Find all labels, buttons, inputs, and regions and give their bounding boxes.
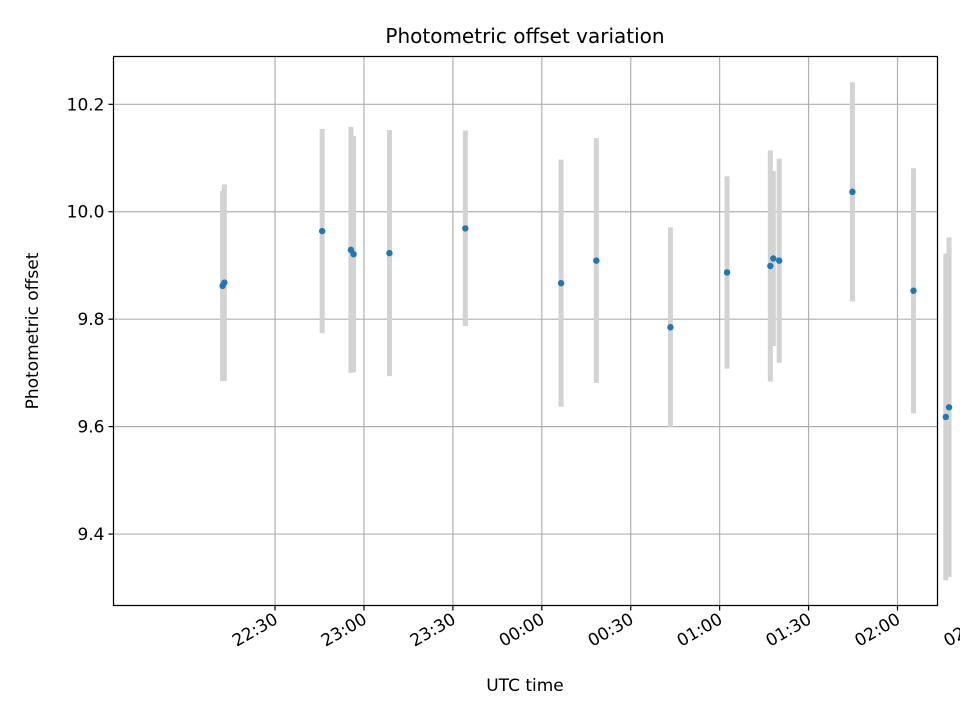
y-tick-label: 9.4 xyxy=(77,525,104,545)
y-tick-label: 10.0 xyxy=(67,203,105,223)
data-point xyxy=(849,188,856,196)
data-point xyxy=(945,404,953,411)
data-point xyxy=(667,324,674,331)
chart-title: Photometric offset variation xyxy=(385,24,664,48)
data-point xyxy=(593,257,600,264)
y-tick-label: 9.6 xyxy=(77,418,104,438)
data-point xyxy=(770,255,777,262)
y-axis-label: Photometric offset xyxy=(23,252,43,409)
data-point xyxy=(318,227,326,235)
data-point xyxy=(723,269,731,276)
data-point xyxy=(386,249,393,257)
data-point xyxy=(776,257,783,264)
data-point xyxy=(462,225,469,232)
x-axis-label: UTC time xyxy=(486,676,564,696)
data-point xyxy=(910,287,917,294)
data-points xyxy=(219,188,953,421)
y-axis-ticks: 9.4 9.6 9.8 10.0 10.2 xyxy=(67,95,114,545)
data-point xyxy=(557,279,565,287)
data-point xyxy=(350,250,357,258)
plot-area xyxy=(113,56,938,606)
y-tick-label: 9.8 xyxy=(77,310,104,330)
y-tick-label: 10.2 xyxy=(67,95,105,115)
data-point xyxy=(942,413,949,421)
axes-frame xyxy=(112,55,939,607)
data-point xyxy=(767,262,774,270)
data-point xyxy=(221,279,228,286)
grid-lines xyxy=(113,56,938,606)
